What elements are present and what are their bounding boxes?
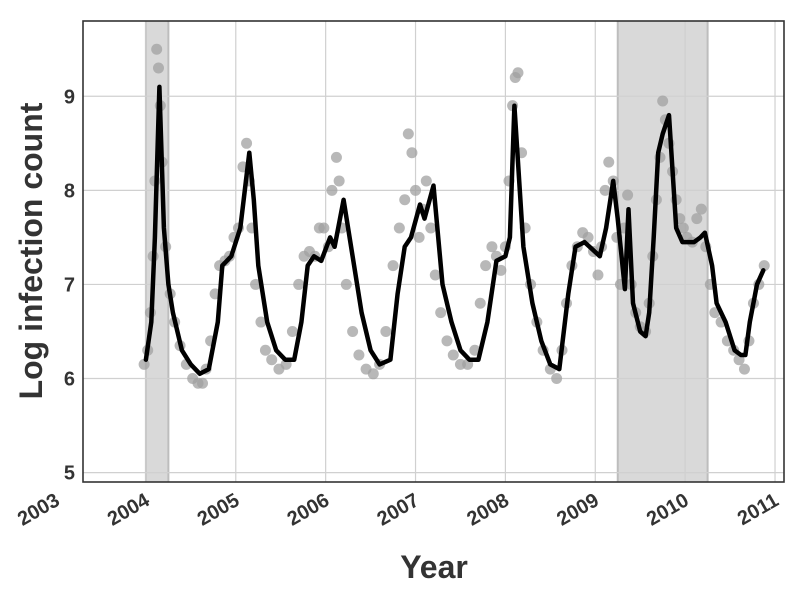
data-point — [393, 222, 405, 234]
data-point — [738, 363, 750, 375]
y-tick-label: 7 — [64, 274, 75, 296]
data-point — [326, 184, 338, 196]
data-point — [333, 175, 345, 187]
series-line-0 — [143, 84, 766, 377]
data-point — [429, 269, 441, 281]
data-point — [413, 231, 425, 243]
data-point — [380, 325, 392, 337]
x-tick-label: 2011 — [734, 489, 783, 530]
data-point — [480, 260, 492, 272]
y-tick-label: 5 — [64, 463, 75, 485]
x-tick-label: 2003 — [14, 489, 64, 530]
y-tick-labels: 5 6 7 8 9 — [64, 86, 75, 484]
data-point — [599, 184, 611, 196]
data-point — [330, 151, 342, 163]
data-point — [387, 260, 399, 272]
y-tick-label: 6 — [64, 369, 75, 391]
data-point — [266, 354, 278, 366]
x-tick-label: 2008 — [463, 489, 513, 530]
data-point — [622, 189, 634, 201]
data-point — [758, 260, 770, 272]
data-point — [447, 349, 459, 361]
data-point — [551, 373, 563, 385]
x-tick-label: 2005 — [194, 489, 244, 530]
x-tick-label: 2004 — [104, 489, 154, 531]
data-point — [399, 194, 411, 206]
y-tick-label: 9 — [64, 86, 75, 108]
x-tick-labels: 2003 2004 2005 2006 2007 2008 2009 2010 2011 — [14, 489, 783, 531]
x-tick-label: 2010 — [643, 489, 693, 530]
data-point — [255, 316, 267, 328]
data-point — [469, 344, 481, 356]
data-point — [353, 349, 365, 361]
data-point — [151, 43, 163, 55]
data-point — [241, 137, 253, 149]
x-tick-label: 2007 — [373, 489, 423, 530]
x-axis-title: Year — [400, 549, 468, 585]
data-point — [441, 335, 453, 347]
data-point — [410, 184, 422, 196]
data-point — [677, 222, 689, 234]
y-tick-label: 8 — [64, 180, 75, 202]
data-point — [367, 368, 379, 380]
data-point — [474, 297, 486, 309]
data-point — [495, 264, 507, 276]
data-point — [406, 147, 418, 159]
x-tick-label: 2009 — [553, 489, 603, 530]
data-point — [347, 325, 359, 337]
data-point — [691, 213, 703, 225]
data-point — [512, 67, 524, 79]
data-point — [250, 278, 262, 290]
data-point — [286, 325, 298, 337]
x-tick-label: 2006 — [284, 489, 334, 530]
data-point — [197, 377, 209, 389]
data-point — [695, 203, 707, 215]
data-lines — [143, 84, 766, 377]
data-point — [435, 307, 447, 319]
data-point — [402, 128, 414, 140]
data-point — [318, 222, 330, 234]
data-point — [293, 278, 305, 290]
data-point — [425, 222, 437, 234]
data-point — [340, 278, 352, 290]
plot-frame — [82, 20, 785, 483]
data-point — [420, 175, 432, 187]
data-point — [152, 62, 164, 74]
data-point — [603, 156, 615, 168]
data-point — [657, 95, 669, 107]
data-point — [486, 241, 498, 253]
data-point — [259, 344, 271, 356]
data-point — [592, 269, 604, 281]
y-axis-title: Log infection count — [13, 102, 49, 399]
